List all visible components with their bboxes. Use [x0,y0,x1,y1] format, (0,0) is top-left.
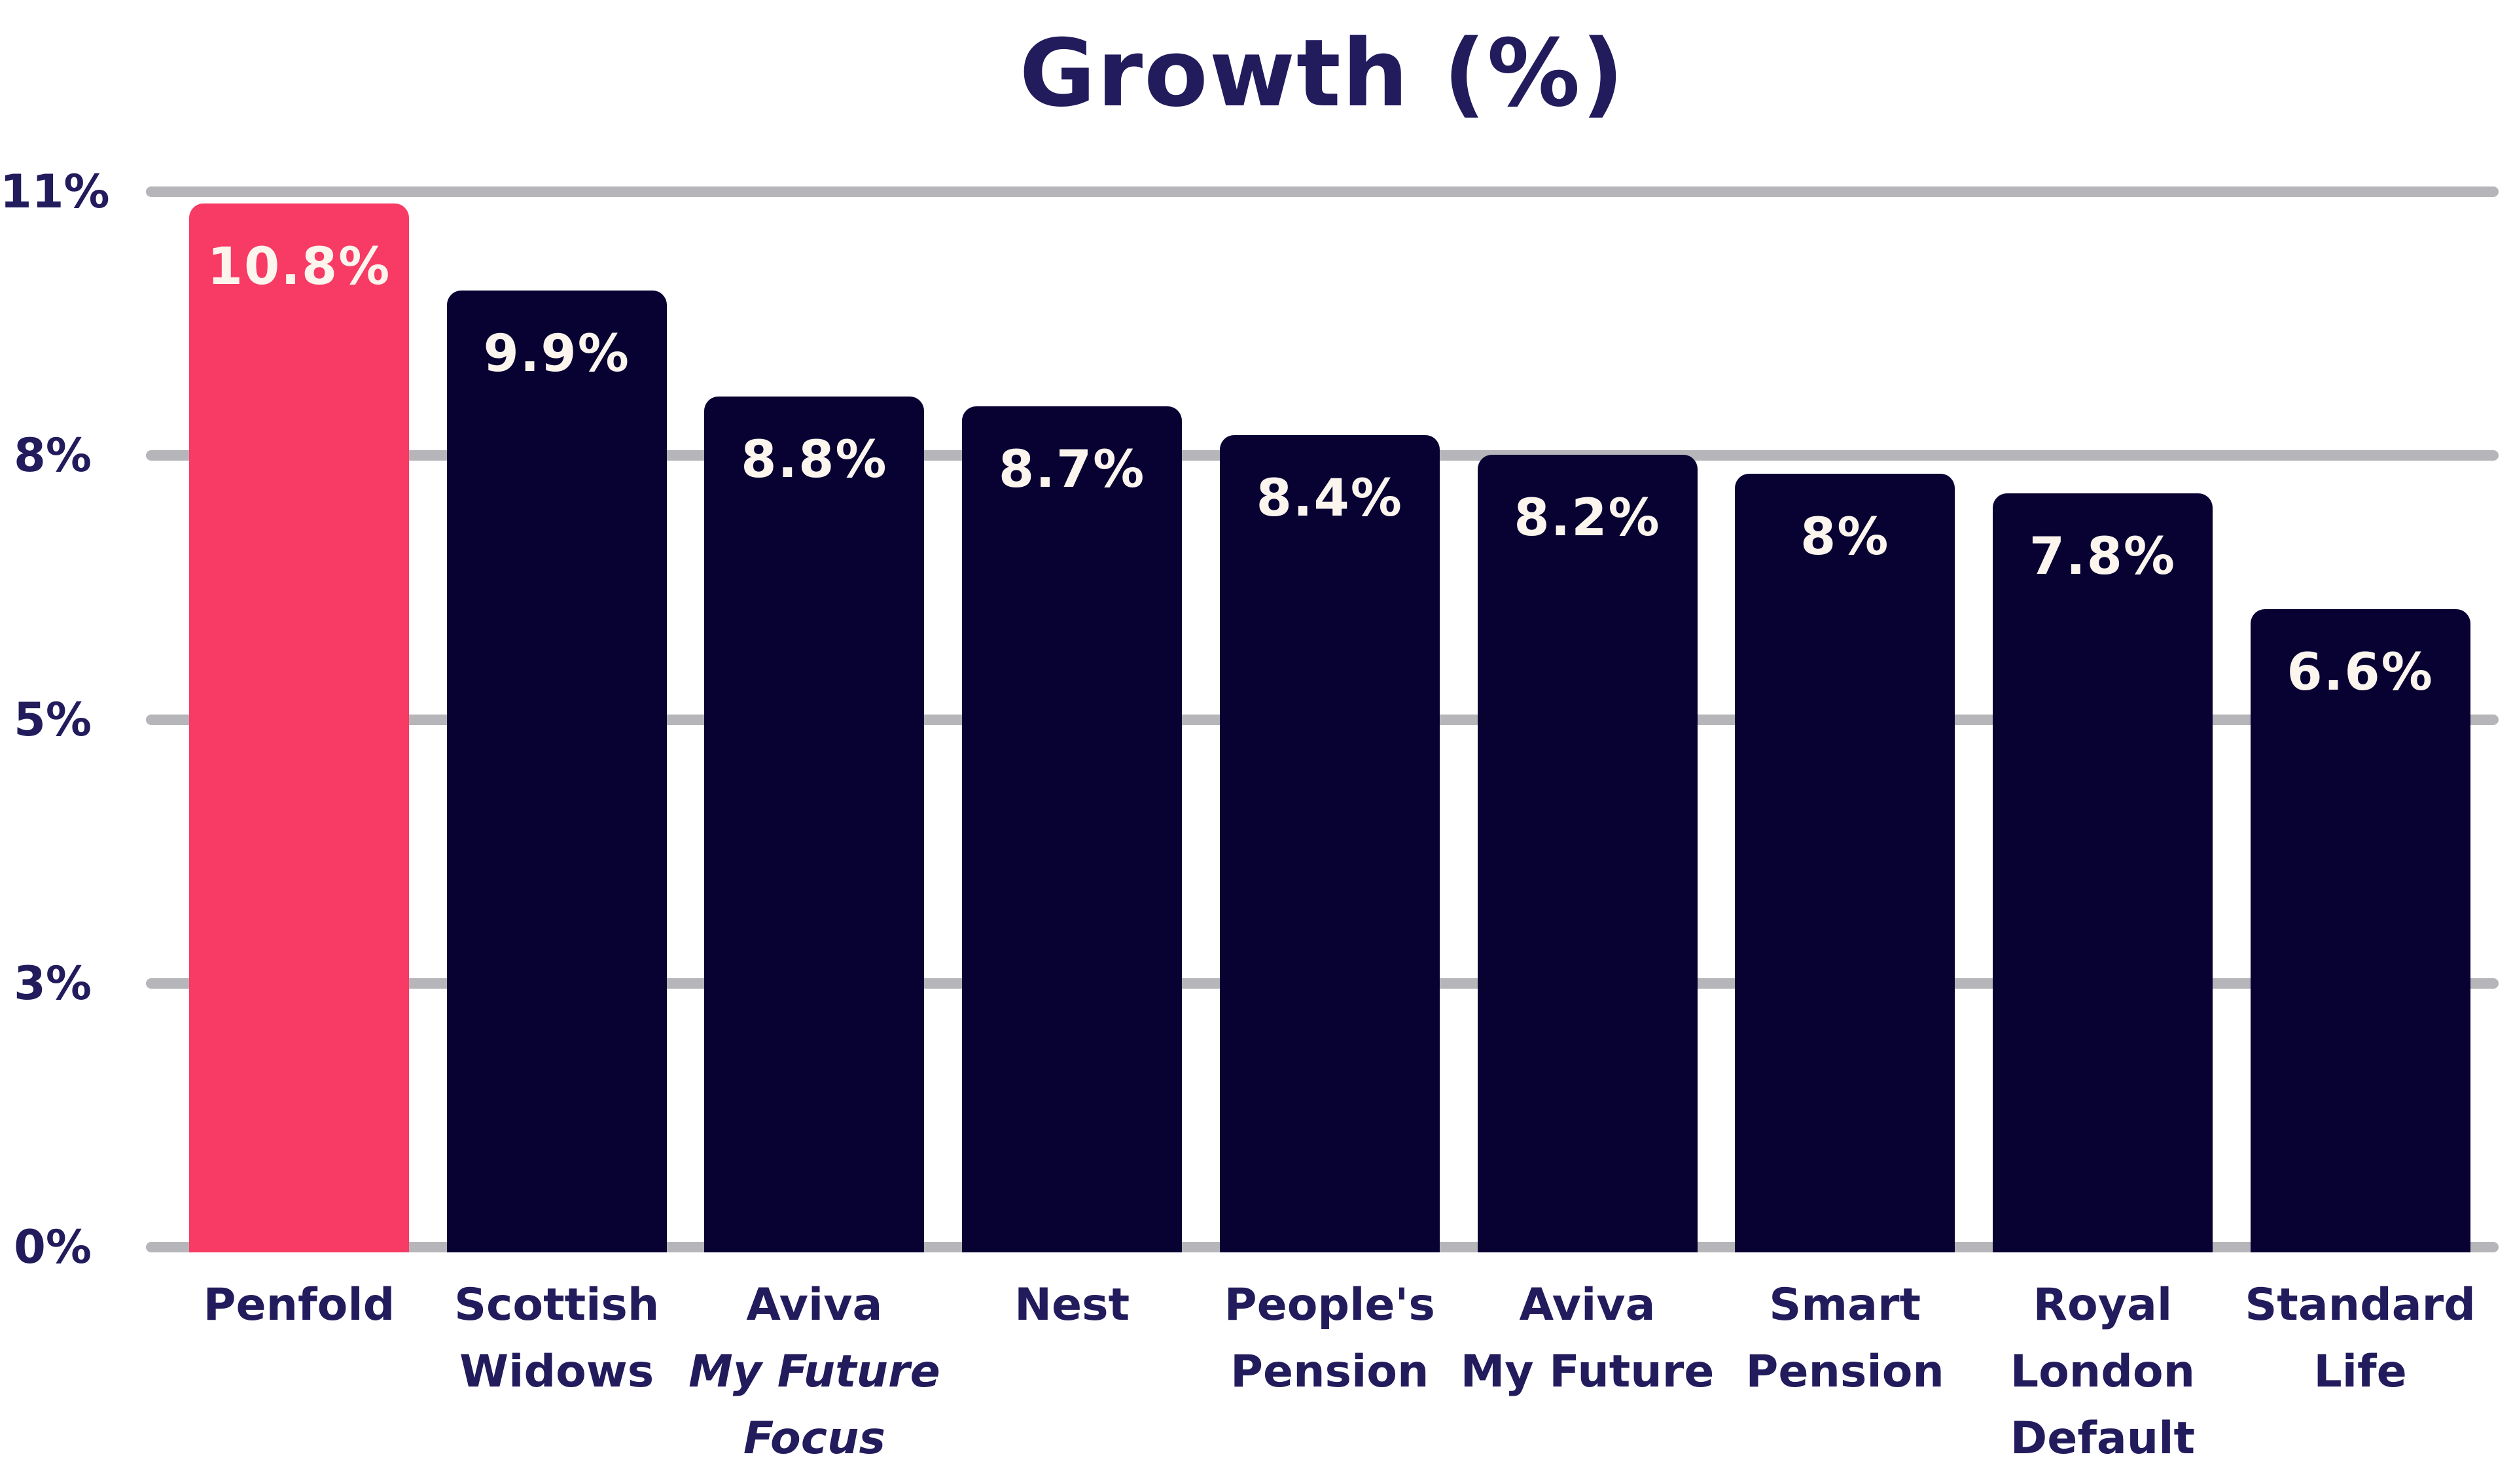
bar-nest: 8.7% [962,406,1183,1252]
category-label-line: Aviva [746,1279,883,1331]
category-label-line: Widows [459,1346,654,1398]
category-label-line: Aviva [1519,1279,1656,1331]
y-axis-tick-label: 8% [14,429,92,483]
y-axis-tick-label: 5% [14,692,92,747]
category-label-line: Nest [1014,1279,1130,1331]
category-label-line: Smart [1769,1279,1921,1331]
category-label-line: Focus [743,1413,885,1464]
bar-value-label: 10.8% [207,237,391,296]
bar-royal-london-default: 7.8% [1992,493,2213,1252]
y-axis-tick-label: 0% [14,1220,92,1274]
category-label-line: Royal London [2010,1279,2196,1398]
category-label-line: Scottish [454,1279,660,1331]
x-axis-category-label-standard-life: Standard Life [2197,1272,2513,1405]
category-label-line: Pension [1230,1346,1429,1398]
category-label-line: Life [2313,1346,2407,1398]
category-label-line: My Future [688,1346,940,1398]
bar-value-label: 7.8% [2029,527,2177,587]
x-axis-category-label-smart-pension: Smart Pension [1681,1272,2008,1405]
plot-area: 10.8% 9.9% 8.8% 8.7% 8.4% 8.2% 8% 7.8% 6.6% [146,186,2499,1252]
y-axis-tick-label: 11% [0,165,110,219]
x-axis-category-label-nest: Nest [908,1272,1236,1339]
bar-value-label: 8.8% [741,431,888,490]
y-axis-tick-label: 3% [14,956,92,1010]
x-axis-category-label-royal-london-default: Royal London Default [1939,1272,2266,1472]
bar-value-label: 8.4% [1256,469,1403,529]
bar-aviva-my-future: 8.2% [1477,454,1698,1252]
bar-value-label: 8.2% [1514,488,1661,548]
x-axis-category-label-scottish-widows: Scottish Widows [393,1272,721,1405]
gridline [146,186,2499,197]
chart-title: Growth (%) [1019,20,1626,128]
category-label-line: People's [1224,1279,1435,1331]
bar-smart-pension: 8% [1735,474,1955,1252]
category-label-line: Standard [2245,1279,2476,1331]
x-axis-category-label-aviva-my-future: Aviva My Future [1424,1272,1751,1405]
bar-penfold: 10.8% [189,203,409,1252]
category-label-line: My Future [1460,1346,1715,1398]
x-axis-category-label-peoples-pension: People's Pension [1166,1272,1493,1405]
x-axis-category-label-aviva-my-future-focus: Aviva My Future Focus [651,1272,978,1472]
x-axis-category-label-penfold: Penfold [135,1272,463,1339]
bar-peoples-pension: 8.4% [1219,435,1440,1252]
bar-value-label: 8% [1800,508,1890,567]
bar-value-label: 6.6% [2287,643,2434,703]
category-label-line: Pension [1745,1346,1944,1398]
category-label-line: Penfold [203,1279,395,1331]
bar-value-label: 8.7% [998,440,1146,500]
bar-scottish-widows: 9.9% [446,290,667,1252]
bar-aviva-my-future-focus: 8.8% [704,397,925,1252]
category-label-line: Default [2010,1413,2196,1464]
bar-value-label: 9.9% [483,324,630,383]
bar-standard-life: 6.6% [2250,609,2470,1252]
